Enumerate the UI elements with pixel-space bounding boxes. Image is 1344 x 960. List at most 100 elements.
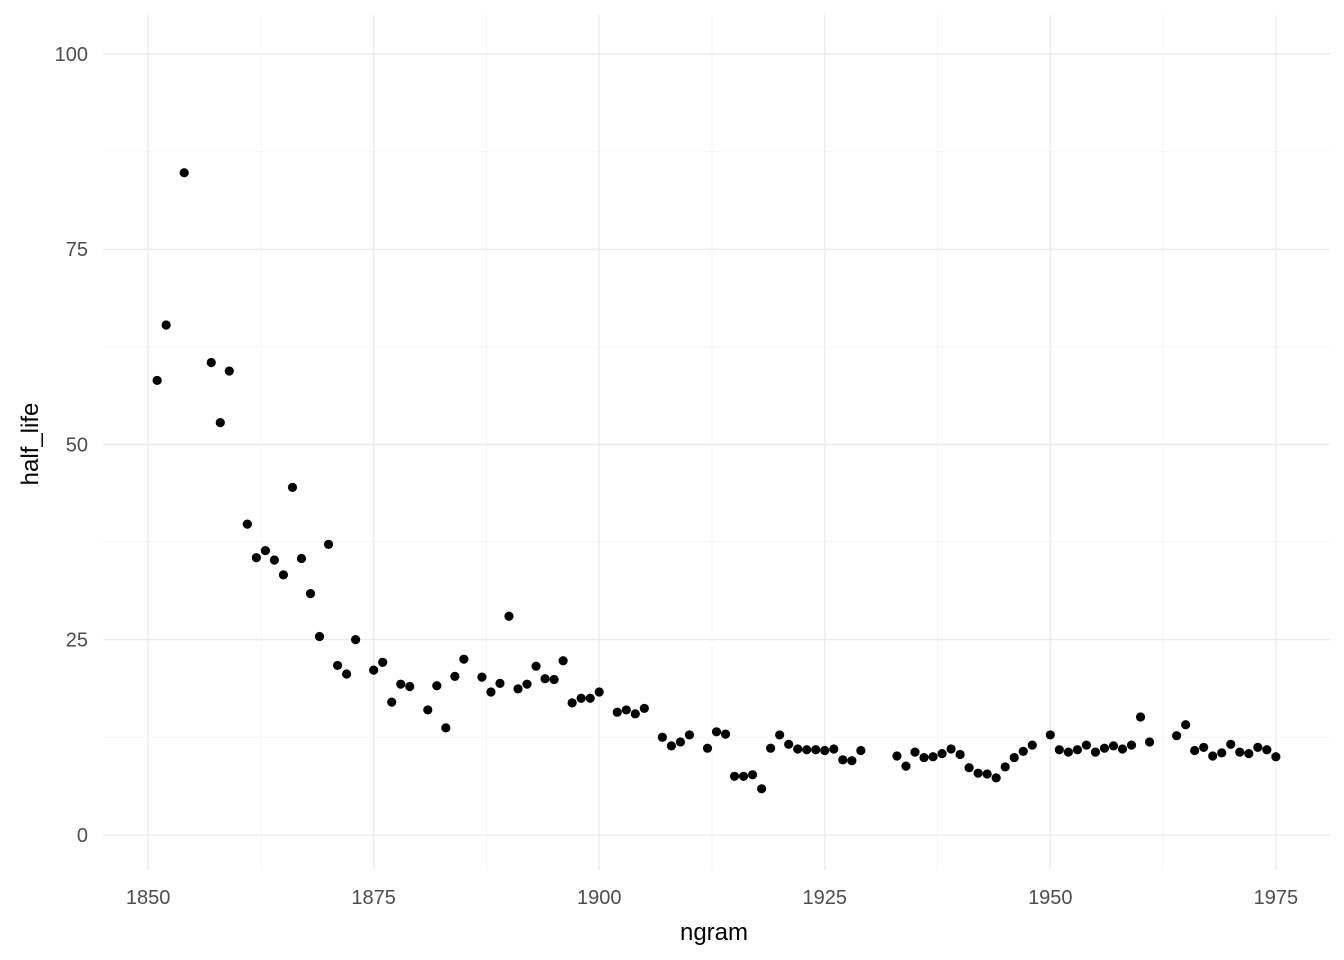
data-point	[549, 674, 559, 685]
data-point	[702, 743, 713, 753]
data-point	[540, 674, 550, 684]
y-axis-title: half_life	[17, 403, 44, 486]
data-point	[1253, 742, 1263, 753]
data-point	[1045, 730, 1055, 740]
data-point	[152, 375, 162, 386]
y-tick-label: 0	[77, 825, 88, 847]
data-point	[1271, 752, 1281, 762]
data-point	[441, 723, 451, 733]
x-tick-label: 1850	[126, 887, 171, 909]
data-point	[1135, 712, 1146, 722]
data-point	[910, 747, 920, 757]
data-point	[729, 771, 740, 781]
data-point	[1072, 745, 1082, 755]
data-point	[314, 631, 325, 642]
data-point	[639, 703, 649, 713]
data-point	[766, 743, 776, 753]
data-point	[278, 570, 289, 580]
data-point	[1018, 746, 1028, 756]
data-point	[242, 519, 252, 529]
data-point	[179, 168, 189, 178]
data-point	[260, 546, 270, 556]
data-point	[450, 671, 460, 681]
data-point	[161, 320, 171, 330]
data-point	[1009, 752, 1019, 763]
data-points	[152, 168, 1281, 794]
data-point	[666, 741, 676, 751]
major-gridlines	[103, 15, 1330, 870]
data-point	[820, 745, 830, 756]
data-point	[802, 745, 812, 755]
data-point	[1063, 747, 1073, 757]
data-point	[594, 687, 604, 697]
data-point	[675, 737, 686, 747]
data-point	[206, 357, 216, 368]
data-point	[775, 730, 785, 740]
data-point	[251, 553, 261, 563]
data-point	[1244, 749, 1254, 759]
data-point	[567, 698, 577, 708]
y-tick-label: 50	[66, 434, 88, 456]
data-point	[1126, 740, 1137, 750]
data-point	[711, 727, 722, 737]
data-point	[1172, 731, 1182, 741]
y-tick-label: 100	[55, 44, 88, 66]
data-point	[305, 588, 316, 599]
data-point	[341, 669, 352, 679]
data-point	[829, 744, 839, 754]
data-point	[784, 739, 794, 749]
y-tick-label: 25	[66, 630, 88, 652]
data-point	[423, 705, 433, 715]
data-point	[1054, 745, 1064, 755]
data-point	[432, 681, 442, 691]
x-tick-label: 1900	[577, 887, 622, 909]
data-point	[215, 417, 225, 428]
data-point	[720, 729, 731, 739]
data-point	[838, 755, 848, 765]
data-point	[224, 366, 234, 376]
data-point	[928, 752, 938, 762]
data-point	[513, 684, 523, 694]
minor-gridlines	[103, 15, 1330, 870]
data-point	[477, 672, 487, 682]
data-point	[847, 756, 857, 766]
data-point	[757, 784, 767, 794]
x-tick-label: 1925	[803, 887, 848, 909]
data-point	[287, 482, 298, 492]
data-point	[585, 693, 595, 703]
data-point	[630, 709, 640, 719]
data-point	[919, 752, 929, 763]
x-axis-title: ngram	[680, 919, 748, 946]
data-point	[991, 773, 1001, 783]
data-point	[856, 745, 866, 756]
data-point	[1099, 743, 1110, 753]
data-point	[955, 749, 965, 760]
data-point	[973, 768, 983, 778]
data-point	[495, 678, 505, 688]
data-point	[793, 744, 803, 754]
data-point	[522, 679, 532, 689]
data-point	[504, 611, 514, 621]
data-point	[901, 761, 911, 771]
x-axis-tick-labels: 1850 1875 1900 1925 1950 1975	[126, 887, 1298, 909]
data-point	[269, 555, 280, 565]
data-point	[1027, 740, 1037, 750]
data-point	[332, 660, 343, 671]
data-point	[982, 769, 992, 779]
x-tick-label: 1950	[1028, 887, 1073, 909]
data-point	[937, 749, 947, 759]
data-point	[486, 687, 496, 697]
data-point	[964, 763, 974, 773]
data-point	[1108, 741, 1119, 751]
data-point	[1090, 747, 1101, 757]
data-point	[1226, 739, 1236, 749]
data-point	[1208, 751, 1218, 761]
data-point	[946, 744, 956, 754]
y-axis-tick-labels: 0 25 50 75 100	[55, 44, 88, 847]
data-point	[1144, 737, 1155, 747]
data-point	[558, 656, 568, 666]
x-tick-label: 1975	[1254, 887, 1299, 909]
data-point	[459, 654, 469, 664]
data-point	[1190, 745, 1200, 756]
